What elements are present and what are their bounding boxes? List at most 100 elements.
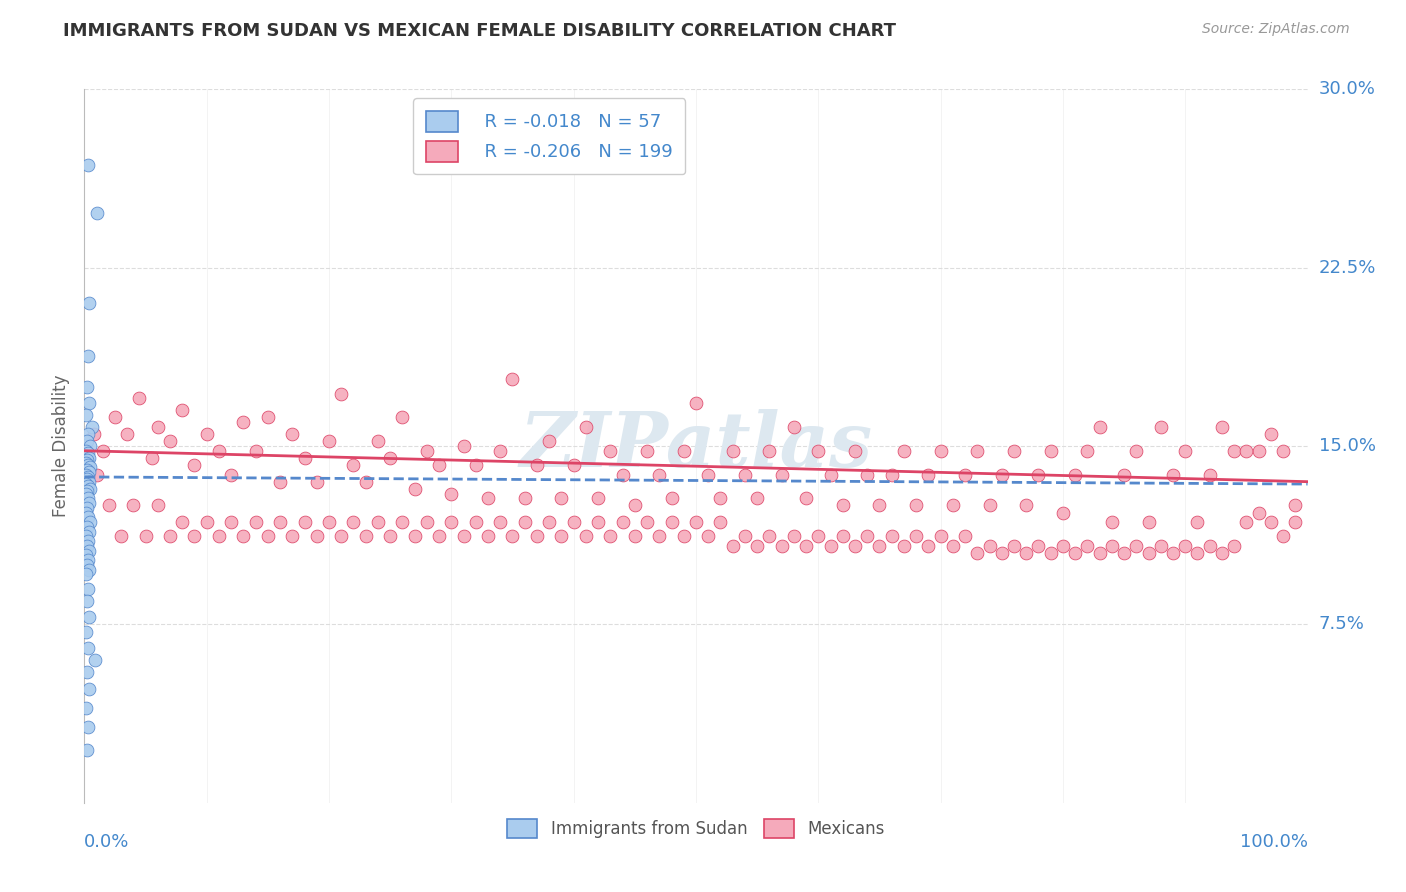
Legend: Immigrants from Sudan, Mexicans: Immigrants from Sudan, Mexicans bbox=[501, 812, 891, 845]
Point bbox=[1211, 420, 1233, 434]
Text: ZIPatlas: ZIPatlas bbox=[519, 409, 873, 483]
Point bbox=[464, 458, 486, 472]
Point bbox=[1272, 529, 1295, 543]
Point bbox=[75, 477, 97, 491]
Point bbox=[342, 458, 364, 472]
Point bbox=[77, 491, 100, 506]
Point bbox=[844, 443, 866, 458]
Point bbox=[427, 458, 450, 472]
Point bbox=[856, 529, 879, 543]
Point bbox=[232, 415, 254, 429]
Point bbox=[195, 427, 218, 442]
Point bbox=[648, 529, 671, 543]
Point bbox=[869, 499, 891, 513]
Point bbox=[1198, 467, 1220, 482]
Point bbox=[502, 529, 524, 543]
Point bbox=[76, 743, 98, 757]
Point bbox=[79, 482, 101, 496]
Point bbox=[76, 463, 98, 477]
Point bbox=[128, 392, 150, 406]
Point bbox=[575, 420, 598, 434]
Point bbox=[1039, 443, 1062, 458]
Point bbox=[269, 475, 291, 489]
Point bbox=[77, 534, 100, 549]
Point bbox=[330, 386, 353, 401]
Point bbox=[141, 450, 163, 465]
Point bbox=[404, 529, 426, 543]
Point bbox=[794, 539, 817, 553]
Point bbox=[77, 610, 100, 624]
Point bbox=[1114, 546, 1136, 560]
Point bbox=[1161, 546, 1184, 560]
Point bbox=[1174, 539, 1197, 553]
Point bbox=[135, 529, 157, 543]
Point bbox=[513, 491, 536, 506]
Point bbox=[1028, 539, 1050, 553]
Point bbox=[905, 499, 928, 513]
Point bbox=[917, 467, 939, 482]
Point bbox=[636, 443, 658, 458]
Point bbox=[844, 539, 866, 553]
Point bbox=[76, 453, 98, 467]
Point bbox=[427, 529, 450, 543]
Point bbox=[783, 420, 806, 434]
Point bbox=[245, 515, 267, 529]
Point bbox=[1101, 515, 1123, 529]
Point bbox=[122, 499, 145, 513]
Point bbox=[77, 553, 100, 567]
Point bbox=[586, 515, 609, 529]
Point bbox=[77, 582, 100, 596]
Point bbox=[464, 515, 486, 529]
Point bbox=[294, 515, 316, 529]
Point bbox=[807, 443, 830, 458]
Point bbox=[1211, 546, 1233, 560]
Point bbox=[562, 458, 585, 472]
Point bbox=[257, 529, 280, 543]
Point bbox=[575, 529, 598, 543]
Point bbox=[146, 420, 169, 434]
Point bbox=[75, 529, 97, 543]
Point bbox=[183, 529, 205, 543]
Point bbox=[489, 443, 512, 458]
Point bbox=[75, 486, 97, 500]
Point bbox=[1101, 539, 1123, 553]
Point bbox=[440, 515, 463, 529]
Point bbox=[281, 529, 304, 543]
Point bbox=[1187, 515, 1209, 529]
Point bbox=[1272, 443, 1295, 458]
Point bbox=[219, 515, 242, 529]
Text: IMMIGRANTS FROM SUDAN VS MEXICAN FEMALE DISABILITY CORRELATION CHART: IMMIGRANTS FROM SUDAN VS MEXICAN FEMALE … bbox=[63, 22, 896, 40]
Point bbox=[747, 491, 769, 506]
Point bbox=[330, 529, 353, 543]
Point bbox=[76, 484, 98, 499]
Point bbox=[489, 515, 512, 529]
Point bbox=[76, 558, 98, 572]
Y-axis label: Female Disability: Female Disability bbox=[52, 375, 70, 517]
Point bbox=[77, 458, 100, 472]
Point bbox=[550, 491, 572, 506]
Point bbox=[1198, 539, 1220, 553]
Point bbox=[208, 529, 231, 543]
Point bbox=[734, 467, 756, 482]
Point bbox=[648, 467, 671, 482]
Point bbox=[77, 446, 100, 460]
Point bbox=[1088, 546, 1111, 560]
Point bbox=[1039, 546, 1062, 560]
Point bbox=[697, 467, 720, 482]
Text: 30.0%: 30.0% bbox=[1319, 80, 1375, 98]
Point bbox=[77, 543, 100, 558]
Point bbox=[758, 443, 780, 458]
Point bbox=[367, 515, 389, 529]
Point bbox=[869, 539, 891, 553]
Point bbox=[758, 529, 780, 543]
Point bbox=[624, 529, 647, 543]
Point bbox=[342, 515, 364, 529]
Point bbox=[77, 563, 100, 577]
Point bbox=[1076, 443, 1098, 458]
Point bbox=[526, 458, 548, 472]
Point bbox=[953, 529, 976, 543]
Point bbox=[281, 427, 304, 442]
Point bbox=[77, 296, 100, 310]
Point bbox=[770, 539, 793, 553]
Point bbox=[709, 515, 731, 529]
